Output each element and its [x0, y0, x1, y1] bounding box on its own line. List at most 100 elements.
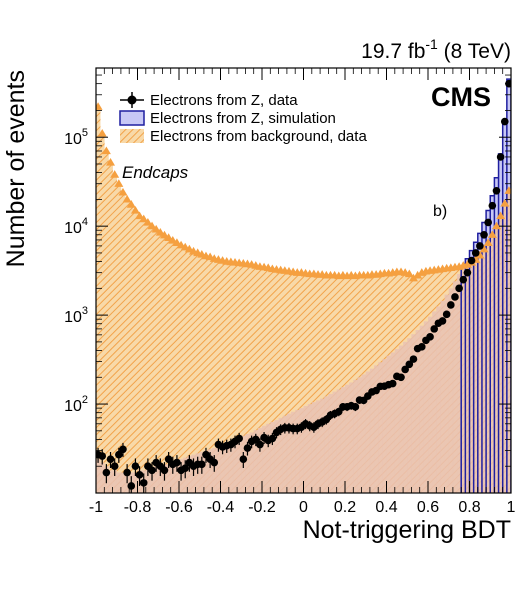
background-marker [504, 186, 511, 194]
simulation-bin [307, 404, 313, 493]
simulation-bin [120, 472, 126, 493]
simulation-bin [378, 362, 383, 493]
simulation-bin [461, 266, 466, 493]
data-point [388, 379, 397, 388]
simulation-bin [257, 427, 263, 493]
data-point [484, 218, 492, 227]
background-bin [262, 267, 267, 493]
x-tick-label: -1 [89, 499, 103, 516]
simulation-bin [394, 349, 400, 493]
background-marker [130, 205, 140, 214]
simulation-bin [170, 462, 176, 493]
legend-entry-data: Electrons from Z, data [120, 92, 298, 109]
background-marker [462, 260, 472, 268]
background-bin [195, 252, 201, 493]
legend-data-marker [127, 95, 137, 105]
background-bin [340, 275, 346, 493]
background-markers [96, 102, 511, 282]
simulation-bin [332, 391, 337, 493]
simulation-bin [390, 352, 396, 493]
lumi-exponent: -1 [425, 36, 438, 52]
simulation-bin [444, 294, 450, 493]
simulation-bin [291, 411, 296, 493]
legend-background-swatch [120, 129, 144, 143]
data-point [102, 468, 111, 477]
background-bin [149, 226, 155, 493]
simulation-bin [311, 402, 317, 493]
background-bin [145, 222, 151, 493]
data-point [98, 452, 107, 460]
simulation-bin [274, 420, 279, 493]
data-point [417, 343, 426, 351]
data-point [351, 403, 360, 411]
legend-entry-simulation: Electrons from Z, simulation [119, 110, 336, 127]
data-point [148, 466, 156, 475]
simulation-bin [473, 259, 479, 493]
background-bin [170, 240, 176, 493]
axis-ticks [95, 67, 512, 494]
simulation-bin [498, 216, 503, 493]
simulation-bin [253, 430, 259, 493]
data-point [251, 435, 260, 444]
background-marker [126, 200, 136, 208]
legend-entry-background: Electrons from background, data [120, 128, 367, 145]
data-point [119, 445, 127, 454]
simulation-bin [490, 234, 495, 493]
background-marker [139, 214, 149, 223]
background-bin [199, 254, 205, 493]
simulation-bin [419, 325, 425, 493]
background-bin [108, 162, 113, 493]
lumi-suffix: (8 TeV) [438, 40, 511, 63]
simulation-bin [295, 409, 300, 493]
background-bin [208, 257, 213, 493]
background-bin [291, 272, 296, 493]
simulation-bin [502, 203, 508, 493]
data-point [243, 444, 252, 452]
simulation-bin [465, 264, 470, 493]
background-marker [413, 270, 423, 279]
background-bin [120, 192, 126, 493]
simulation-bin [232, 439, 238, 493]
background-bin [179, 245, 184, 493]
simulation-bin [324, 396, 329, 493]
background-marker [408, 273, 418, 282]
data-point [164, 455, 173, 463]
background-marker [164, 233, 174, 241]
data-point [476, 242, 484, 250]
simulation-bin [266, 423, 271, 493]
background-bin [100, 133, 105, 493]
data-point [496, 153, 505, 161]
background-bin [324, 275, 329, 493]
background-bin [278, 270, 284, 493]
x-tick-label: -0.2 [248, 499, 276, 516]
background-bin [336, 276, 342, 493]
data-point [409, 355, 418, 363]
simulation-bin [398, 345, 404, 493]
data-point [463, 268, 472, 277]
data-point [401, 365, 409, 374]
background-marker [475, 250, 485, 259]
experiment-label: CMS [431, 82, 491, 112]
data-point [455, 284, 463, 293]
data-point [235, 434, 243, 443]
simulation-bin [187, 456, 192, 493]
data-point [239, 455, 248, 463]
simulation-bin [96, 459, 101, 493]
background-bin [112, 174, 118, 493]
data-point [110, 462, 119, 471]
background-bin [141, 219, 147, 493]
simulation-excess-bin [486, 210, 491, 243]
background-bin [315, 274, 321, 493]
x-tick-label: -0.6 [165, 499, 193, 516]
data-point [447, 301, 455, 309]
simulation-bin [145, 468, 151, 493]
background-marker [122, 194, 132, 203]
simulation-bin [203, 450, 209, 493]
background-marker [483, 238, 493, 246]
lumi-value: 19.7 fb [361, 40, 425, 63]
simulation-bin [411, 334, 416, 493]
simulation-bin [340, 387, 346, 493]
background-bin [203, 256, 209, 493]
background-bin [245, 264, 250, 493]
background-marker [155, 227, 165, 236]
